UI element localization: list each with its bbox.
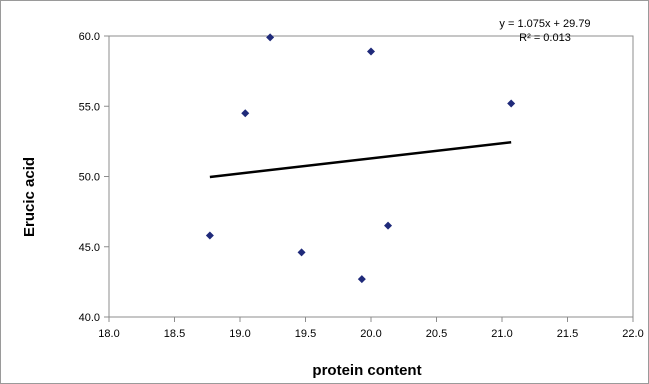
x-tick-label: 20.0: [360, 328, 381, 340]
y-tick-label: 45.0: [79, 242, 100, 254]
data-points: [205, 33, 516, 284]
y-tick-label: 55.0: [79, 101, 100, 113]
x-axis-title: protein content: [312, 362, 421, 379]
data-point: [367, 47, 375, 56]
plot-area: [108, 35, 634, 318]
x-tick-label: 22.0: [622, 328, 643, 340]
trendline-r-squared: R² = 0.013: [519, 32, 571, 44]
plot-border: [108, 35, 634, 318]
trendline-equation: y = 1.075x + 29.79: [499, 18, 590, 30]
data-point: [266, 33, 275, 42]
y-tick-label: 40.0: [79, 312, 100, 324]
y-axis-title: Erucic acid: [21, 157, 38, 237]
y-tick-label: 50.0: [79, 172, 100, 184]
data-point: [507, 99, 516, 108]
y-axis-ticks: 40.0 45.0 50.0 55.0 60.0: [79, 31, 109, 324]
trendline: [209, 140, 512, 179]
x-tick-label: 18.5: [164, 328, 185, 340]
data-point: [205, 231, 214, 240]
x-tick-label: 19.0: [229, 328, 250, 340]
data-point: [357, 275, 366, 284]
trendline-layer: [209, 140, 512, 179]
x-tick-label: 21.0: [491, 328, 512, 340]
data-point: [384, 221, 393, 230]
x-axis-ticks: 18.0 18.5 19.0 19.5 20.0 20.5 21.0 21.5 22.0: [98, 317, 644, 340]
x-tick-label: 19.5: [295, 328, 316, 340]
x-tick-label: 20.5: [426, 328, 447, 340]
x-tick-label: 21.5: [557, 328, 578, 340]
data-point: [241, 109, 250, 118]
x-tick-label: 18.0: [98, 328, 119, 340]
y-tick-label: 60.0: [79, 31, 100, 43]
data-point: [297, 248, 306, 257]
